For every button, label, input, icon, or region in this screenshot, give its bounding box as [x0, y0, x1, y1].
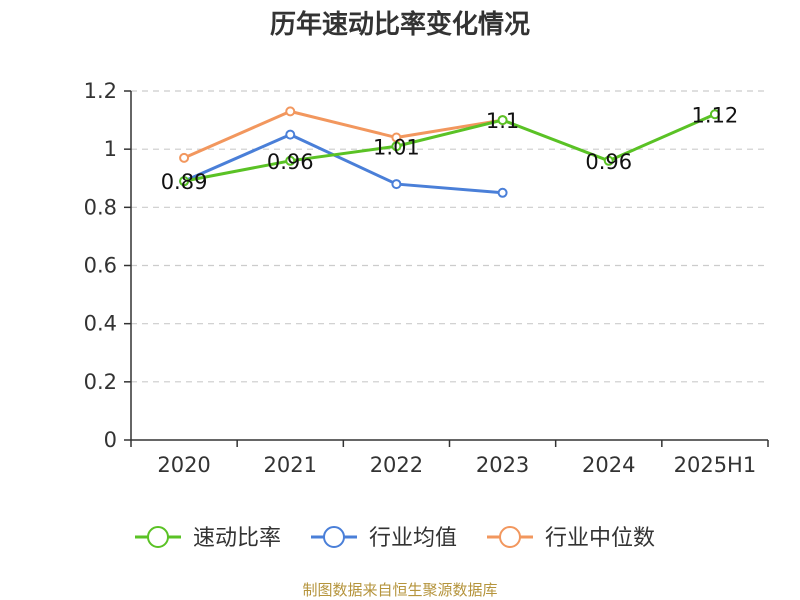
legend: 速动比率 行业均值 行业中位数 — [135, 526, 655, 551]
legend-swatch-marker — [147, 526, 169, 548]
y-tick-label: 0.2 — [84, 370, 117, 394]
series-line — [183, 109, 503, 160]
y-tick-label: 0.8 — [84, 195, 117, 219]
data-label: 0.96 — [585, 150, 632, 174]
x-tick-label: 2023 — [476, 453, 529, 477]
series-point — [285, 155, 296, 166]
data-label: 1.12 — [692, 103, 739, 127]
legend-label: 行业中位数 — [545, 526, 655, 551]
grid — [131, 90, 768, 383]
y-tick-label: 0.6 — [84, 254, 117, 278]
series-point — [179, 176, 190, 187]
series-point — [603, 155, 614, 166]
series-line — [183, 112, 716, 183]
series-point — [391, 179, 402, 190]
y-tick-label: 1.2 — [84, 79, 117, 103]
y-tick-label: 0 — [104, 428, 117, 452]
series-point — [497, 115, 508, 126]
series-point — [285, 106, 296, 117]
chart-title: 历年速动比率变化情况 — [270, 9, 530, 40]
series-point — [497, 187, 508, 198]
legend-label: 行业均值 — [369, 526, 457, 551]
data-label: 1.01 — [373, 135, 420, 159]
legend-swatch-marker — [323, 526, 345, 548]
series-line — [183, 133, 503, 195]
data-labels: 0.89 0.96 1.01 1.1 0.96 1.12 — [161, 103, 739, 194]
x-tick-label: 2022 — [370, 453, 423, 477]
axes: 0 0.2 0.4 0.6 0.8 1 1.2 2020 2021 2022 2023 2024 202… — [84, 79, 769, 477]
series-point — [285, 129, 296, 140]
y-tick-label: 1 — [104, 137, 117, 161]
data-label: 1.1 — [486, 109, 519, 133]
x-tick-label: 2021 — [264, 453, 317, 477]
series-layer — [179, 106, 720, 198]
source-note: 制图数据来自恒生聚源数据库 — [302, 581, 497, 599]
legend-label: 速动比率 — [193, 526, 281, 551]
series-point — [709, 109, 720, 120]
series-point — [179, 152, 190, 163]
y-tick-label: 0.4 — [84, 312, 117, 336]
x-tick-label: 2025H1 — [674, 453, 757, 477]
data-label: 0.96 — [267, 150, 314, 174]
data-label: 0.89 — [161, 170, 208, 194]
legend-swatch-marker — [499, 526, 521, 548]
series-point — [391, 141, 402, 152]
x-tick-label: 2020 — [157, 453, 210, 477]
x-tick-label: 2024 — [582, 453, 635, 477]
